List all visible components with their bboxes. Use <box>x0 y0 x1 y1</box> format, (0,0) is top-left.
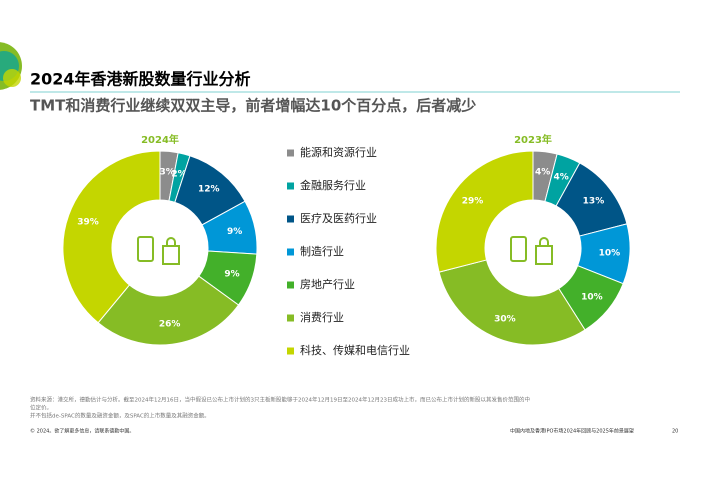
slice <box>97 275 240 346</box>
legend-swatch <box>287 281 294 289</box>
legend-swatch <box>287 347 294 355</box>
legend-swatch <box>287 314 294 322</box>
decoration <box>0 42 680 93</box>
value-label: 9% <box>224 269 239 279</box>
footnote: 资料来源：港交所，德勤估计与分析。截至2024年12月16日，当中假设已公布上市… <box>30 396 530 404</box>
page-number: 20 <box>672 429 678 435</box>
legend-swatch <box>287 182 294 190</box>
icon <box>137 236 553 265</box>
footer-left: © 2024。欲了解更多信息，请联系德勤中国。 <box>30 428 134 435</box>
legend-label: 消费行业 <box>300 310 344 324</box>
legend-label: 房地产行业 <box>300 277 355 291</box>
slice <box>62 150 161 324</box>
value-label: 12% <box>198 185 220 195</box>
footnote: 并不包括de-SPAC的数量及融资金额，及SPAC的上市数量及其融资金额。 <box>30 412 210 420</box>
title: 2024年香港新股数量行业分析 <box>30 70 251 89</box>
value-label: 10% <box>599 248 621 258</box>
subtitle: TMT和消费行业继续双双主导，前者增幅达10个百分点，后者减少 <box>30 97 476 115</box>
value-label: 2% <box>171 169 186 179</box>
value-label: 29% <box>462 197 484 207</box>
legend-label: 科技、传媒和电信行业 <box>300 343 410 357</box>
legend-label: 制造行业 <box>300 244 344 258</box>
legend-swatch <box>287 215 294 223</box>
slice <box>435 150 534 273</box>
footnote: 位定价。 <box>30 404 52 412</box>
chart-title: 2024年 <box>141 133 179 146</box>
legend-label: 能源和资源行业 <box>300 145 377 159</box>
value-label: 13% <box>583 197 605 207</box>
value-label: 10% <box>581 292 603 302</box>
legend-label: 金融服务行业 <box>300 178 366 192</box>
value-label: 26% <box>159 319 181 329</box>
value-label: 9% <box>227 227 242 237</box>
legend-label: 医疗及医药行业 <box>300 211 377 225</box>
value-label: 30% <box>494 315 516 325</box>
chart-title: 2023年 <box>514 133 552 146</box>
slice <box>438 259 586 346</box>
footer-right: 中国内地及香港IPO市场2024年回顾与2025年前景展望 <box>510 428 634 435</box>
value-label: 4% <box>554 172 569 182</box>
value-label: 3% <box>160 167 175 177</box>
value-label: 39% <box>77 218 99 228</box>
legend-swatch <box>287 149 294 157</box>
legend-swatch <box>287 248 294 256</box>
value-label: 4% <box>535 168 550 178</box>
